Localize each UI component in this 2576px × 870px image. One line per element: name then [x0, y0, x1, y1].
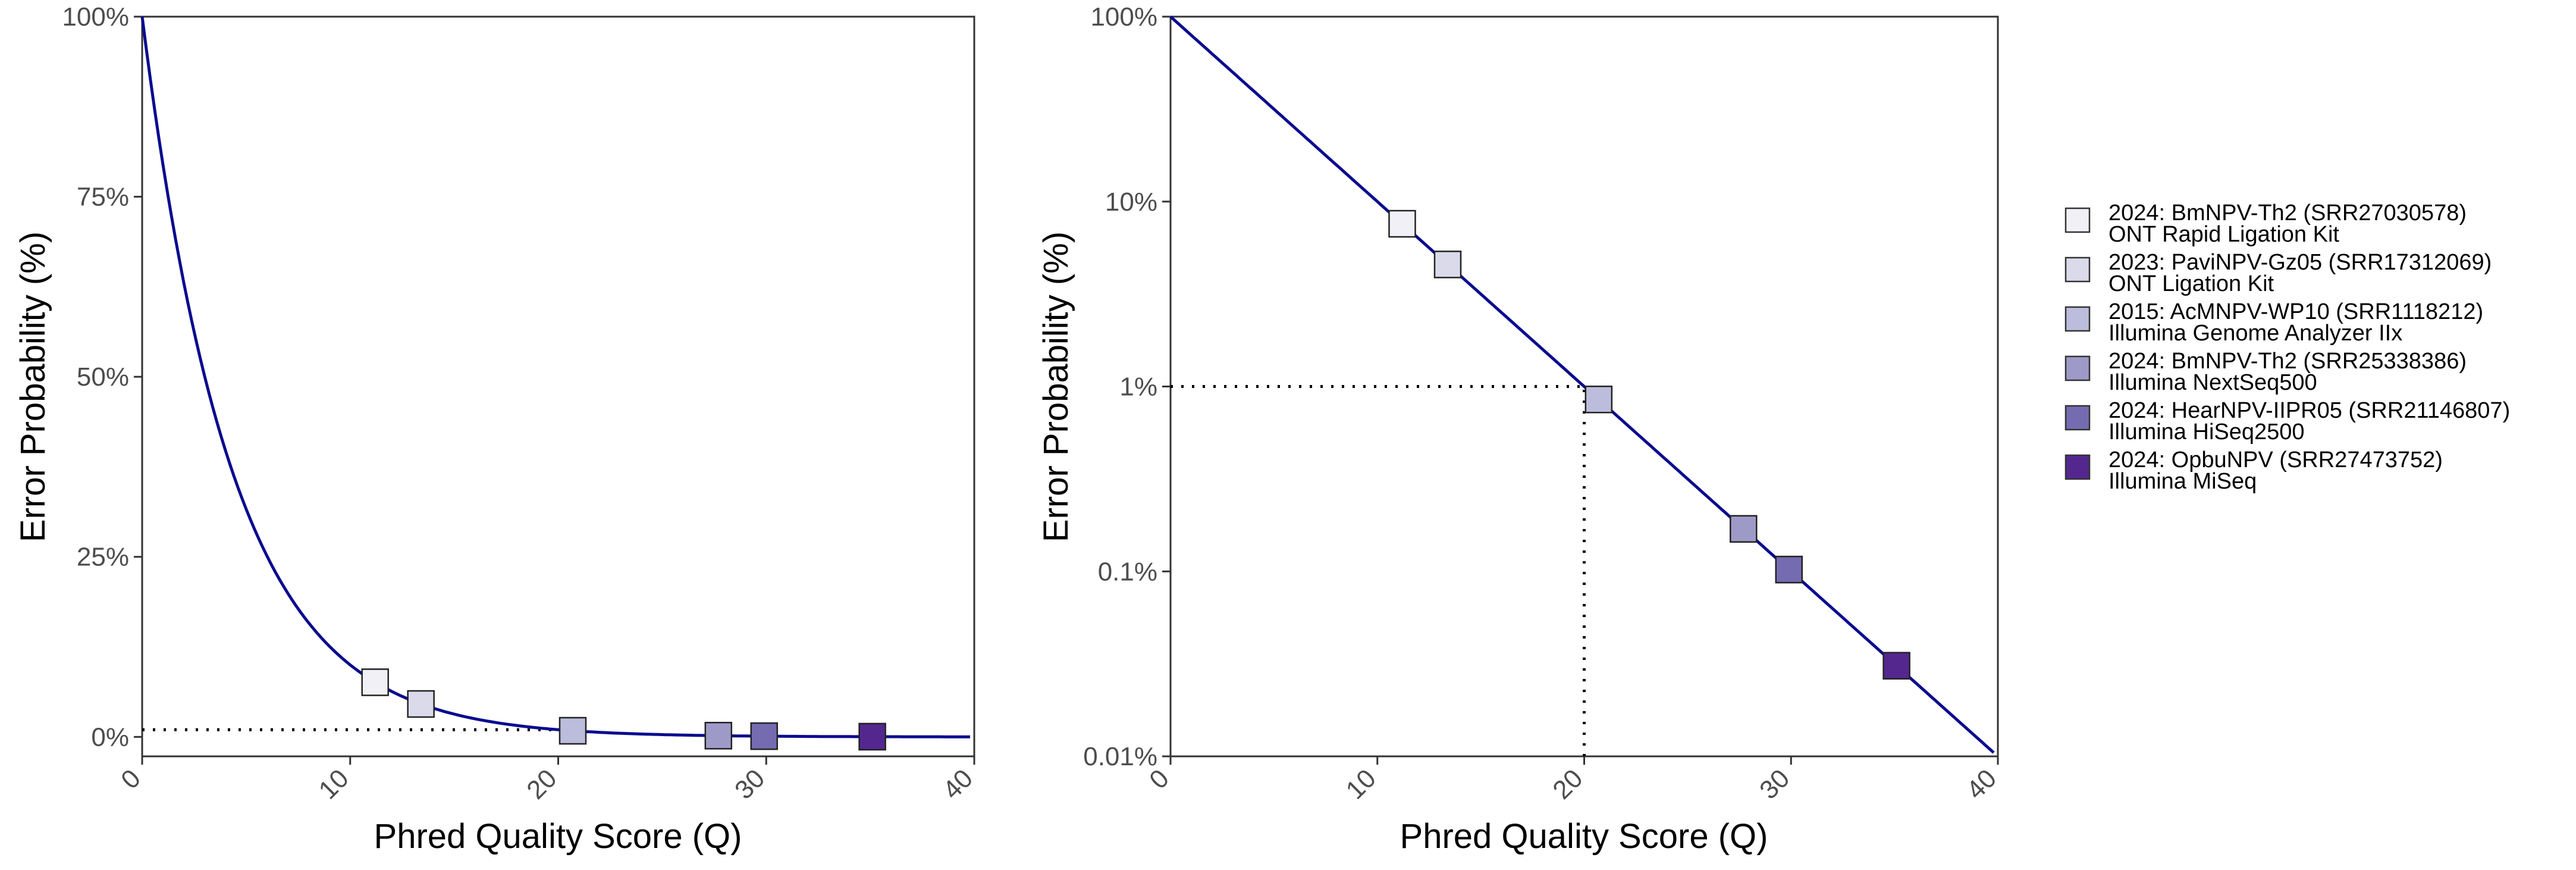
legend-title: 2024: OpbuNPV (SRR27473752): [2109, 447, 2443, 472]
y-tick-label: 50%: [77, 362, 129, 392]
legend-subtitle: Illumina NextSeq500: [2109, 370, 2317, 395]
y-tick-label: 0.01%: [1083, 742, 1157, 771]
legend-swatch: [2064, 256, 2091, 283]
y-axis-title: Error Probability (%): [1037, 231, 1075, 542]
y-axis-title: Error Probability (%): [14, 231, 52, 542]
legend-title: 2015: AcMNPV-WP10 (SRR1118212): [2109, 299, 2483, 324]
y-tick-label: 75%: [77, 183, 129, 212]
data-point: [559, 716, 587, 745]
x-tick-label: 0: [115, 763, 146, 794]
legend-title: 2024: HearNPV-IIPR05 (SRR21146807): [2109, 398, 2510, 423]
legend-title: 2024: BmNPV-Th2 (SRR25338386): [2109, 349, 2467, 374]
x-tick-label: 10: [313, 763, 354, 805]
data-point: [1584, 386, 1613, 414]
data-point: [858, 722, 886, 751]
data-point: [1775, 555, 1803, 584]
legend: 2024: BmNPV-Th2 (SRR27030578)ONT Rapid L…: [2064, 201, 2510, 494]
y-tick-label: 0%: [91, 722, 129, 752]
x-tick-label: 30: [729, 763, 770, 805]
x-tick-label: 40: [1961, 763, 2002, 805]
y-tick-label: 100%: [62, 2, 129, 32]
y-tick-label: 1%: [1119, 373, 1157, 402]
error-curve: [1169, 15, 1995, 754]
data-point: [407, 690, 435, 718]
data-point: [1388, 209, 1416, 238]
legend-swatch: [2064, 454, 2091, 480]
plot-frame: [141, 15, 975, 758]
x-tick-label: 30: [1754, 763, 1795, 805]
legend-subtitle: ONT Ligation Kit: [2109, 271, 2274, 296]
legend-title: 2024: BmNPV-Th2 (SRR27030578): [2109, 201, 2467, 226]
data-point: [361, 668, 389, 696]
legend-swatch: [2064, 405, 2091, 431]
legend-swatch: [2064, 207, 2091, 233]
legend-subtitle: Illumina HiSeq2500: [2109, 420, 2305, 445]
y-tick-label: 10%: [1105, 187, 1157, 217]
legend-subtitle: Illumina MiSeq: [2109, 469, 2257, 494]
x-tick-label: 10: [1341, 763, 1382, 805]
data-point: [1730, 515, 1758, 543]
error-curve: [140, 16, 970, 738]
legend-subtitle: Illumina Genome Analyzer IIx: [2109, 321, 2402, 346]
data-point: [750, 722, 779, 750]
data-point: [1882, 652, 1910, 680]
x-tick-label: 20: [1547, 763, 1588, 805]
linear-panel: Phred Quality Score (Q) Error Probabilit…: [14, 2, 978, 856]
x-axis-title: Phred Quality Score (Q): [1400, 817, 1768, 856]
legend-swatch: [2064, 306, 2091, 332]
x-tick-label: 40: [937, 763, 978, 805]
x-axis-title: Phred Quality Score (Q): [374, 817, 742, 856]
y-tick-label: 0.1%: [1098, 557, 1157, 586]
y-tick-label: 25%: [77, 543, 129, 572]
legend-title: 2023: PaviNPV-Gz05 (SRR17312069): [2109, 250, 2492, 275]
data-point: [1433, 251, 1462, 278]
data-point: [704, 722, 733, 750]
legend-swatch: [2064, 355, 2091, 381]
y-tick-label: 100%: [1090, 2, 1157, 32]
log-panel: Phred Quality Score (Q) Error Probabilit…: [1037, 2, 2002, 856]
x-tick-label: 20: [521, 763, 562, 805]
legend-subtitle: ONT Rapid Ligation Kit: [2109, 222, 2339, 247]
